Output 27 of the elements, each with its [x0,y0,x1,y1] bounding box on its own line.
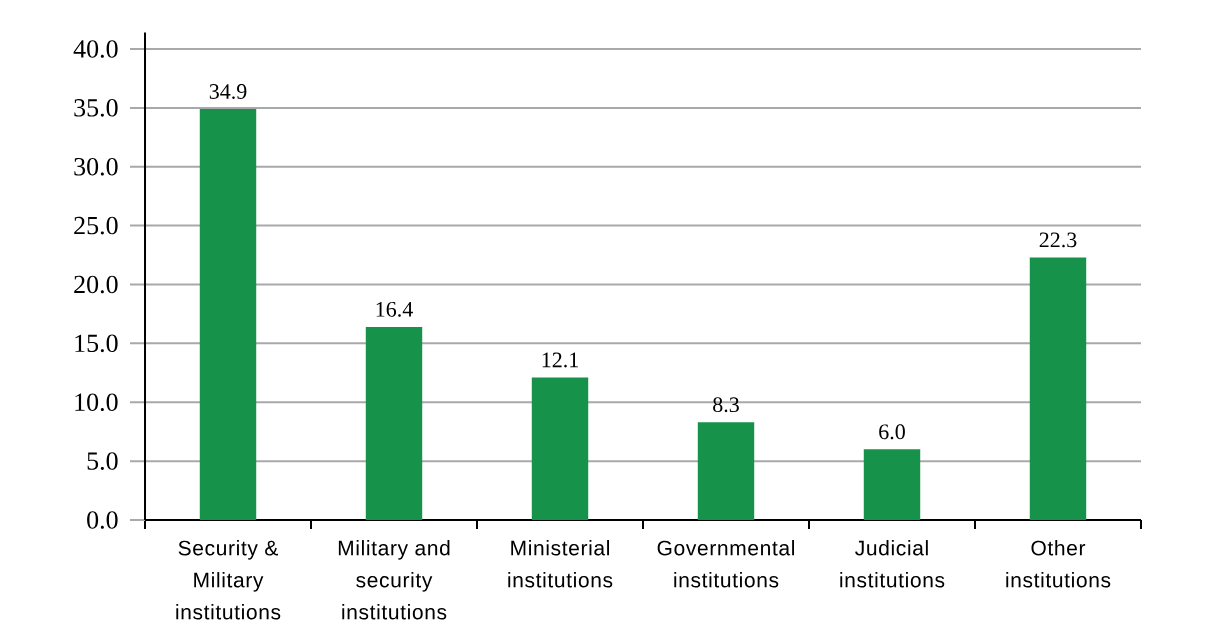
x-tick-label: Judicial institutions [840,540,945,588]
y-tick-label: 30.0 [74,157,118,176]
bar [1029,257,1087,520]
y-tick-label: 5.0 [87,452,118,470]
data-label: 22.3 [1039,232,1077,248]
y-tick-label: 0.0 [87,511,118,529]
y-tick-label: 15.0 [75,334,118,353]
y-tick-label: 20.0 [74,275,118,294]
bar [531,377,589,520]
y-tick-label: 25.0 [74,216,118,235]
bar [199,109,257,520]
data-label: 34.9 [209,84,247,99]
y-tick-label: 35.0 [74,99,118,117]
y-tick-label: 40.0 [73,40,118,58]
y-tick-label: 10.0 [75,393,118,412]
data-label: 16.4 [376,301,413,317]
data-label: 8.3 [713,397,739,413]
x-tick-label: Other institutions [1006,540,1111,588]
bar [697,422,755,520]
data-label: 6.0 [879,424,905,440]
bar [863,449,921,520]
data-label: 12.1 [542,352,578,368]
bar [365,326,423,520]
x-tick-label: Security & Military institutions [176,540,281,620]
x-tick-label: Military and security institutions [338,540,450,620]
x-tick-label: Governmental institutions [657,540,794,588]
x-tick-label: Ministerial institutions [508,540,613,588]
